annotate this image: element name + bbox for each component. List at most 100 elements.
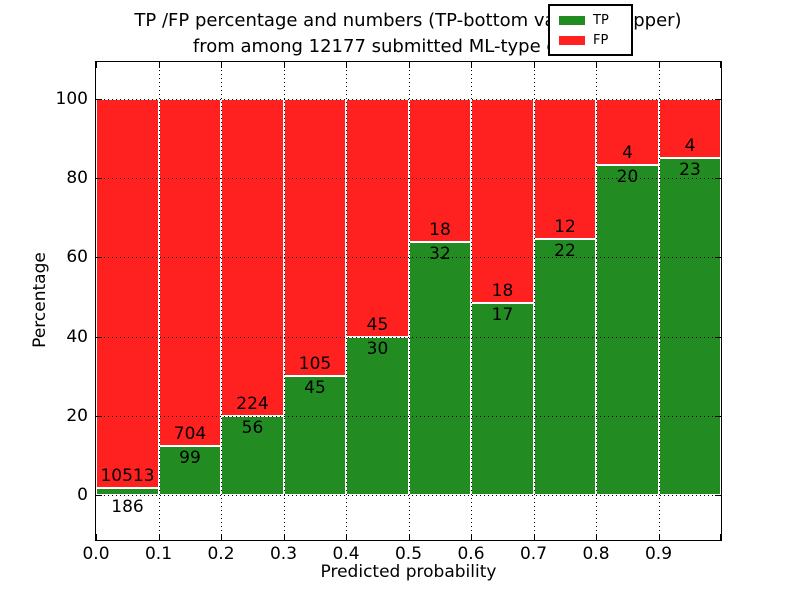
x-tick-label: 0.0 (82, 544, 110, 564)
fp-count-label: 224 (236, 393, 269, 414)
x-tick-label: 0.6 (457, 544, 485, 564)
tp-count-label: 23 (679, 159, 701, 180)
x-axis-tick (158, 534, 160, 540)
x-axis-tick (720, 62, 721, 68)
y-axis-tick (715, 336, 721, 338)
tp-count-label: 17 (491, 304, 514, 325)
fp-count-label: 45 (366, 314, 389, 335)
legend-label-fp: FP (593, 32, 609, 48)
chart-title-line2: from among 12177 submitted ML-type conta… (192, 36, 624, 57)
tp-color-swatch (559, 15, 585, 25)
x-axis-tick (471, 62, 472, 68)
fp-bar-segment (471, 99, 534, 303)
fp-count-label: 10513 (100, 466, 155, 487)
tp-bar-segment (283, 376, 346, 495)
fp-bar-segment (96, 99, 159, 489)
x-axis-tick (408, 534, 410, 540)
tp-bar-segment (96, 488, 159, 495)
x-tick-label: 0.7 (519, 544, 548, 564)
y-tick-label: 0 (77, 485, 88, 505)
gridline-vertical (408, 62, 410, 540)
y-tick-label: 40 (66, 326, 88, 347)
tp-count-label: 56 (241, 417, 264, 438)
x-axis-tick (158, 62, 160, 68)
tp-bar-segment (471, 302, 534, 495)
x-axis-tick (346, 62, 347, 68)
tp-bar-segment (221, 415, 284, 495)
x-axis-tick (408, 62, 410, 68)
fp-count-label: 12 (554, 216, 576, 237)
y-axis-tick (715, 99, 721, 100)
x-axis-tick (471, 534, 472, 540)
fp-count-label: 18 (429, 219, 451, 240)
y-axis-tick (96, 336, 102, 338)
y-axis-tick (96, 99, 102, 100)
y-tick-label: 60 (66, 247, 88, 268)
x-tick-label: 0.4 (332, 544, 360, 564)
plot-area: 10513 186 704 99 224 56 105 45 45 30 18 32 18 17 12 22 4… (56, 61, 722, 564)
y-tick-label: 80 (66, 168, 88, 189)
chart-title-line1: TP /FP percentage and numbers (TP-bottom… (134, 10, 682, 31)
fp-bar-segment (408, 99, 471, 242)
gridline-vertical (596, 62, 597, 540)
tp-count-label: 45 (304, 378, 326, 399)
x-tick-label: 0.1 (144, 544, 173, 564)
legend-item-fp: FP (559, 30, 631, 50)
x-axis-tick (221, 62, 222, 68)
tp-bar-segment (658, 157, 721, 495)
y-tick-label: 100 (55, 89, 88, 109)
y-axis-tick (96, 178, 102, 180)
fp-count-label: 105 (298, 354, 332, 375)
x-tick-label: 0.5 (394, 544, 423, 564)
fp-count-label: 4 (684, 135, 696, 156)
fp-bar-segment (283, 99, 346, 377)
x-axis-tick (283, 62, 285, 68)
tp-count-label: 22 (554, 240, 576, 261)
y-axis-label: Percentage (30, 252, 50, 348)
y-axis-tick (96, 415, 102, 417)
y-tick-label: 20 (66, 405, 88, 426)
gridline-vertical (221, 62, 222, 540)
x-tick-label: 0.2 (207, 544, 235, 564)
x-axis-tick (533, 534, 535, 540)
tp-bar-segment (596, 165, 659, 495)
fp-bar-segment (158, 99, 221, 447)
y-axis-tick (96, 257, 102, 259)
x-axis-tick (658, 534, 660, 540)
fp-color-swatch (559, 35, 585, 45)
y-axis-tick (715, 257, 721, 259)
x-tick-label: 0.9 (644, 544, 673, 564)
fp-count-label: 704 (173, 424, 207, 445)
y-axis-tick (715, 495, 721, 496)
gridline-vertical (533, 62, 535, 540)
y-axis-tick (96, 495, 102, 496)
gridline-vertical (283, 62, 285, 540)
x-axis-label: Predicted probability (320, 562, 497, 582)
x-axis-tick (221, 534, 222, 540)
fp-bar-segment (346, 99, 409, 337)
x-axis-tick (533, 62, 535, 68)
tp-count-label: 32 (429, 243, 451, 264)
fp-count-label: 18 (491, 280, 514, 301)
tp-count-label: 30 (366, 338, 389, 359)
legend-item-tp: TP (559, 10, 631, 30)
x-tick-label: 0.8 (582, 544, 610, 564)
gridline-vertical (346, 62, 347, 540)
tp-bar-segment (158, 446, 221, 495)
x-axis-tick (96, 62, 97, 68)
gridline-vertical (471, 62, 472, 540)
tp-bar-segment (408, 241, 471, 495)
x-tick-label: 0.3 (269, 544, 298, 564)
y-axis-tick (715, 178, 721, 180)
fp-count-label: 4 (622, 143, 633, 163)
x-axis-tick (658, 62, 660, 68)
chart-title: TP /FP percentage and numbers (TP-bottom… (88, 8, 728, 60)
y-axis-tick (715, 415, 721, 417)
x-axis-tick (346, 534, 347, 540)
tp-count-label: 186 (111, 497, 144, 517)
tp-count-label: 20 (616, 167, 639, 187)
x-axis-tick (596, 534, 597, 540)
x-axis-tick (283, 534, 285, 540)
x-axis-tick (720, 534, 721, 540)
x-axis-tick (96, 534, 97, 540)
